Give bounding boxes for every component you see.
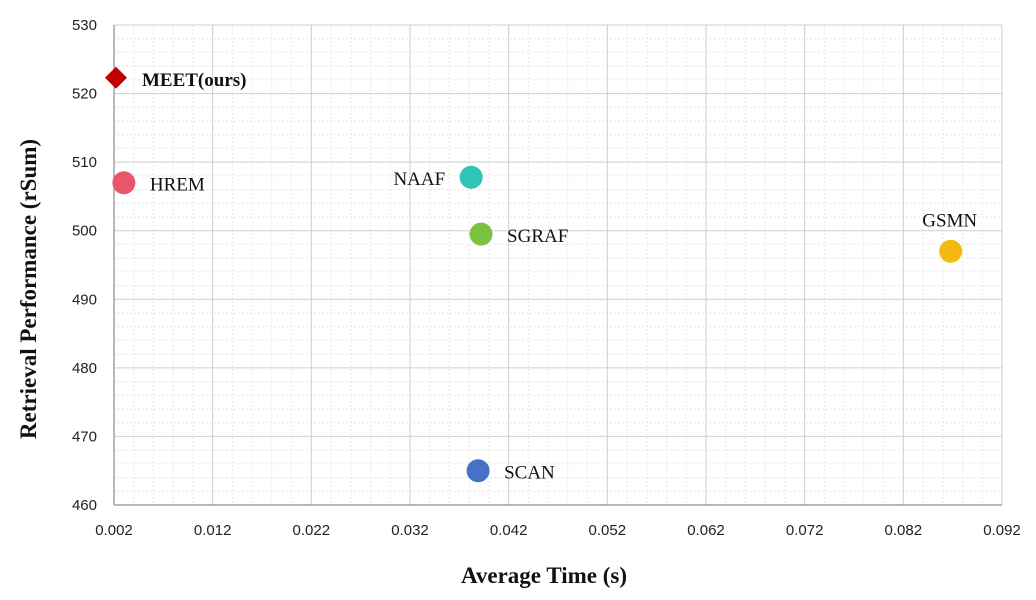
x-tick-label: 0.032: [391, 522, 429, 539]
y-tick-label: 510: [72, 154, 97, 171]
label-scan: SCAN: [504, 463, 555, 484]
point-labels: MEET(ours) HREM NAAF SGRAF GSMN SCAN: [142, 70, 977, 484]
point-naaf: [459, 165, 483, 189]
y-tick-label: 460: [72, 497, 97, 514]
y-tick-labels: 460 470 480 490 500 510 520 530: [72, 17, 97, 514]
label-sgraf: SGRAF: [507, 226, 568, 247]
label-meet-ours: MEET(ours): [142, 70, 247, 91]
x-tick-label: 0.042: [490, 522, 528, 539]
label-gsmn: GSMN: [922, 210, 977, 231]
x-tick-label: 0.072: [786, 522, 824, 539]
x-tick-label: 0.012: [194, 522, 232, 539]
y-tick-label: 470: [72, 428, 97, 445]
x-tick-label: 0.002: [95, 522, 133, 539]
major-gridlines: [113, 24, 1003, 506]
y-tick-label: 500: [72, 223, 97, 240]
x-tick-label: 0.062: [687, 522, 725, 539]
y-tick-label: 530: [72, 17, 97, 34]
y-tick-label: 480: [72, 360, 97, 377]
x-tick-labels: 0.002 0.012 0.022 0.032 0.042 0.052 0.062 0.072…: [95, 522, 1021, 539]
data-points: [104, 66, 963, 483]
x-tick-label: 0.082: [885, 522, 923, 539]
x-tick-label: 0.052: [589, 522, 627, 539]
point-gsmn: [939, 239, 963, 263]
point-sgraf: [469, 222, 493, 246]
x-tick-label: 0.092: [983, 522, 1021, 539]
y-axis-title: Retrieval Performance (rSum): [16, 139, 41, 439]
point-hrem: [112, 171, 136, 195]
point-scan: [466, 459, 490, 483]
point-meet-ours: [104, 66, 127, 89]
label-naaf: NAAF: [393, 169, 445, 190]
y-tick-label: 520: [72, 86, 97, 103]
axes: [113, 25, 1002, 506]
label-hrem: HREM: [150, 175, 205, 196]
x-tick-label: 0.022: [293, 522, 331, 539]
y-tick-label: 490: [72, 291, 97, 308]
minor-gridlines: [114, 25, 1002, 505]
x-axis-title: Average Time (s): [461, 563, 627, 588]
